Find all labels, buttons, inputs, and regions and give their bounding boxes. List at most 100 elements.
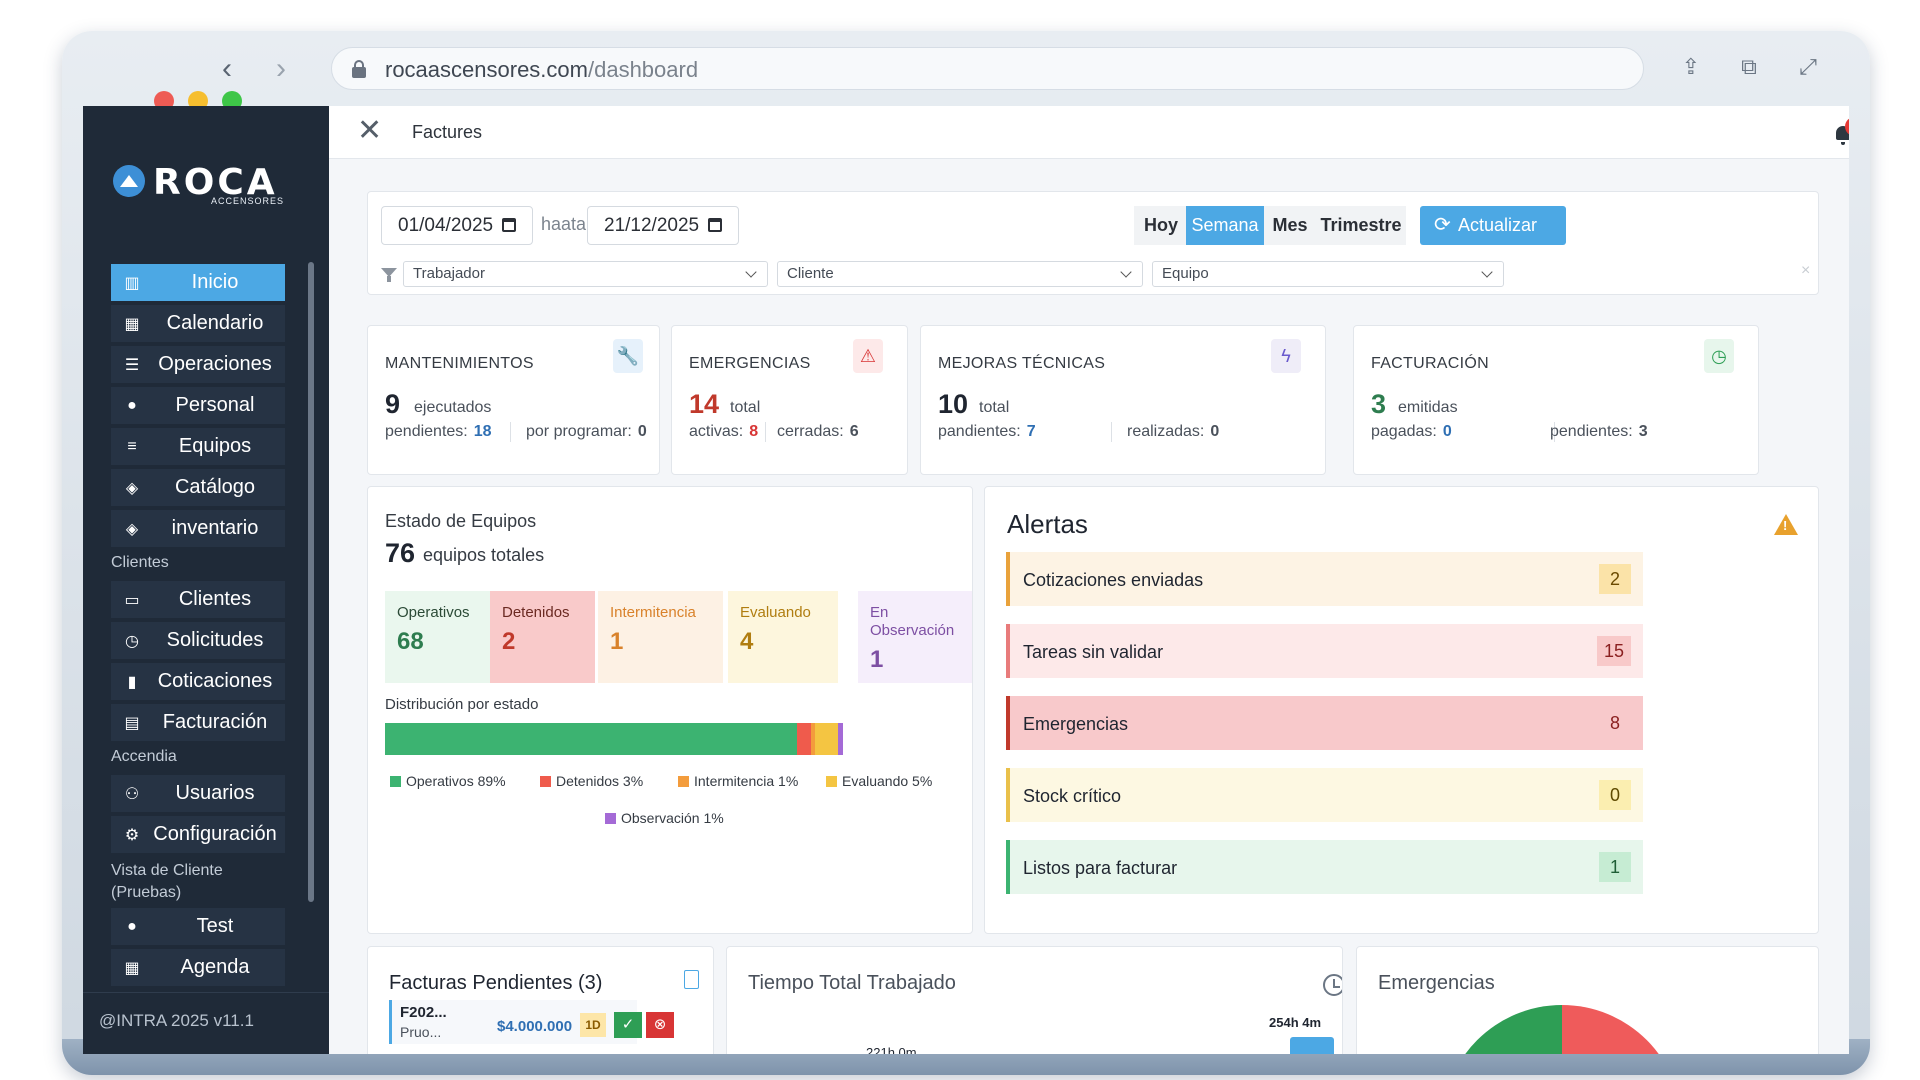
tile-evaluando[interactable]: Evaluando 4 xyxy=(728,591,838,683)
alert-count: 15 xyxy=(1596,636,1631,666)
address-bar[interactable]: rocaascensores.com/dashboard xyxy=(331,47,1644,90)
id-card-icon: ▭ xyxy=(124,591,140,609)
sidebar-item-calendario[interactable]: ▦ Calendario xyxy=(111,305,285,342)
sidebar-item-coticaciones[interactable]: ▮ Coticaciones xyxy=(111,663,285,700)
stat-sub-label: pendientes: xyxy=(1550,423,1633,440)
approve-button[interactable]: ✓ xyxy=(614,1012,642,1038)
alert-count: 2 xyxy=(1599,564,1631,594)
sidebar-scrollbar[interactable] xyxy=(308,262,314,902)
tiempo-title: Tiempo Total Trabajado xyxy=(748,972,956,994)
sidebar-footer: @INTRA 2025 v11.1 xyxy=(83,992,329,1054)
sidebar-item-facturacion[interactable]: ▤ Facturación xyxy=(111,704,285,741)
stat-unit: emitidas xyxy=(1398,399,1458,416)
distribution-segment xyxy=(815,723,839,755)
file-icon: ▮ xyxy=(127,673,137,691)
chevron-down-icon xyxy=(745,266,757,278)
sidebar-item-test[interactable]: ● Test xyxy=(111,908,285,945)
forward-icon[interactable]: › xyxy=(276,52,286,85)
date-from-input[interactable]: 01/04/2025 xyxy=(381,206,533,245)
database-icon: ≡ xyxy=(127,437,137,455)
facturas-title: Facturas Pendientes (3) xyxy=(389,972,603,994)
clear-filters-icon[interactable]: × xyxy=(1801,262,1811,279)
cliente-select[interactable]: Cliente xyxy=(777,261,1143,287)
user-icon: ● xyxy=(127,396,137,414)
page-title: Factures xyxy=(412,122,483,142)
stat-label: EMERGENCIAS xyxy=(689,355,811,372)
share-icon[interactable]: ⇪ xyxy=(1681,54,1701,79)
distribution-segment xyxy=(838,723,843,755)
alert-listos[interactable]: Listos para facturar 1 xyxy=(1006,840,1643,894)
chart-icon: ▥ xyxy=(124,274,140,292)
tabs-icon[interactable]: ⧉ xyxy=(1741,54,1757,79)
bar-label: 221h 0m xyxy=(866,1045,917,1054)
date-to-input[interactable]: 21/12/2025 xyxy=(587,206,739,245)
calendar-icon xyxy=(708,218,722,232)
sidebar-item-equipos[interactable]: ≡ Equipos xyxy=(111,428,285,465)
alert-tareas[interactable]: Tareas sin validar 15 xyxy=(1006,624,1643,678)
sidebar-item-operaciones[interactable]: ☰ Operaciones xyxy=(111,346,285,383)
alert-cotizaciones[interactable]: Cotizaciones enviadas 2 xyxy=(1006,552,1643,606)
tile-observacion[interactable]: En Observación 1 xyxy=(858,591,972,683)
tile-detenidos[interactable]: Detenidos 2 xyxy=(490,591,595,683)
box-icon: ◈ xyxy=(125,479,139,497)
clock-icon: ◷ xyxy=(1704,339,1734,373)
refresh-button[interactable]: ⟳ Actualizar xyxy=(1420,206,1566,245)
stat-value: 14 xyxy=(689,389,720,419)
reject-button[interactable]: ⊗ xyxy=(646,1012,674,1038)
stat-card-facturacion: FACTURACIÓN ◷ 3 emitidas pagadas: 0 pendi… xyxy=(1353,325,1759,475)
legend-observacion: Observación 1% xyxy=(605,810,724,826)
sidebar-item-inventario[interactable]: ◈ inventario xyxy=(111,510,285,547)
sidebar-item-usuarios[interactable]: ⚇ Usuarios xyxy=(111,775,285,812)
stat-sub-value: 3 xyxy=(1638,423,1648,440)
sidebar-item-agenda[interactable]: ▦ Agenda xyxy=(111,949,285,986)
stat-unit: total xyxy=(979,399,1010,416)
stat-sub-label: pandientes: xyxy=(938,423,1021,440)
sidebar-item-catalogo[interactable]: ◈ Catálogo xyxy=(111,469,285,506)
sidebar-item-clientes[interactable]: ▭ Clientes xyxy=(111,581,285,618)
period-semana-button[interactable]: Semana xyxy=(1186,206,1264,245)
equipo-select[interactable]: Equipo xyxy=(1152,261,1504,287)
calendar-icon xyxy=(502,218,516,232)
back-icon[interactable]: ‹ xyxy=(222,52,232,85)
alert-stock[interactable]: Stock crítico 0 xyxy=(1006,768,1643,822)
distribution-title: Distribución por estado xyxy=(385,696,539,713)
legend-detenidos: Detenidos 3% xyxy=(540,773,643,789)
pie-slice xyxy=(1465,1005,1562,1054)
alert-emergencias[interactable]: Emergencias 8 xyxy=(1006,696,1643,750)
stat-sub-value: 7 xyxy=(1026,423,1036,440)
sidebar-item-inicio[interactable]: ▥ Inicio xyxy=(111,264,285,301)
sidebar-item-personal[interactable]: ● Personal xyxy=(111,387,285,424)
bar xyxy=(1290,1037,1334,1054)
notification-badge: 5 xyxy=(1845,117,1849,136)
stat-card-emergencias: EMERGENCIAS ⚠ 14 total activas: 8 cerrada… xyxy=(671,325,908,475)
distribution-segment xyxy=(810,723,816,755)
stat-sub-value: 6 xyxy=(849,423,859,440)
filters-card: 01/04/2025 haata 21/12/2025 Hoy Semana M… xyxy=(367,191,1819,295)
trabajador-select[interactable]: Trabajador xyxy=(403,261,768,287)
url-domain: rocaascensores.com xyxy=(385,57,588,82)
stat-unit: total xyxy=(730,399,761,416)
period-mes-button[interactable]: Mes xyxy=(1264,206,1316,245)
period-hoy-button[interactable]: Hoy xyxy=(1134,206,1188,245)
stat-sub-label: pagadas: xyxy=(1371,423,1437,440)
factura-row[interactable]: F202... Pruo... $4.000.000 1D ✓ ⊗ xyxy=(389,1000,674,1044)
bell-icon[interactable]: 5 xyxy=(1831,117,1849,148)
tile-intermitencia[interactable]: Intermitencia 1 xyxy=(598,591,723,683)
list-icon: ☰ xyxy=(124,356,140,374)
tile-operativos[interactable]: Operativos 68 xyxy=(385,591,490,683)
wrench-icon: 🔧 xyxy=(613,339,643,373)
document-icon xyxy=(684,970,699,989)
sidebar-item-configuracion[interactable]: ⚙ Configuración xyxy=(111,816,285,853)
stat-sub-label: activas: xyxy=(689,423,744,440)
equipos-card: Estado de Equipos 76 equipos totales Ope… xyxy=(367,486,973,934)
alertas-title: Alertas xyxy=(1007,509,1088,539)
stat-sub-value: 18 xyxy=(473,423,492,440)
sidebar-item-solicitudes[interactable]: ◷ Solicitudes xyxy=(111,622,285,659)
tiempo-card: Tiempo Total Trabajado 254h 4m 221h 0m xyxy=(726,946,1343,1054)
stat-value: 10 xyxy=(938,389,969,419)
period-trimestre-button[interactable]: Trimestre xyxy=(1316,206,1406,245)
new-window-icon[interactable]: ⤢ xyxy=(1799,54,1817,79)
equipos-total: 76 xyxy=(385,538,416,568)
sidebar: ROCA ACCENSORES ▥ Inicio ▦ Calendario ☰ Ope… xyxy=(83,106,329,1054)
close-icon[interactable]: ✕ xyxy=(357,114,383,147)
